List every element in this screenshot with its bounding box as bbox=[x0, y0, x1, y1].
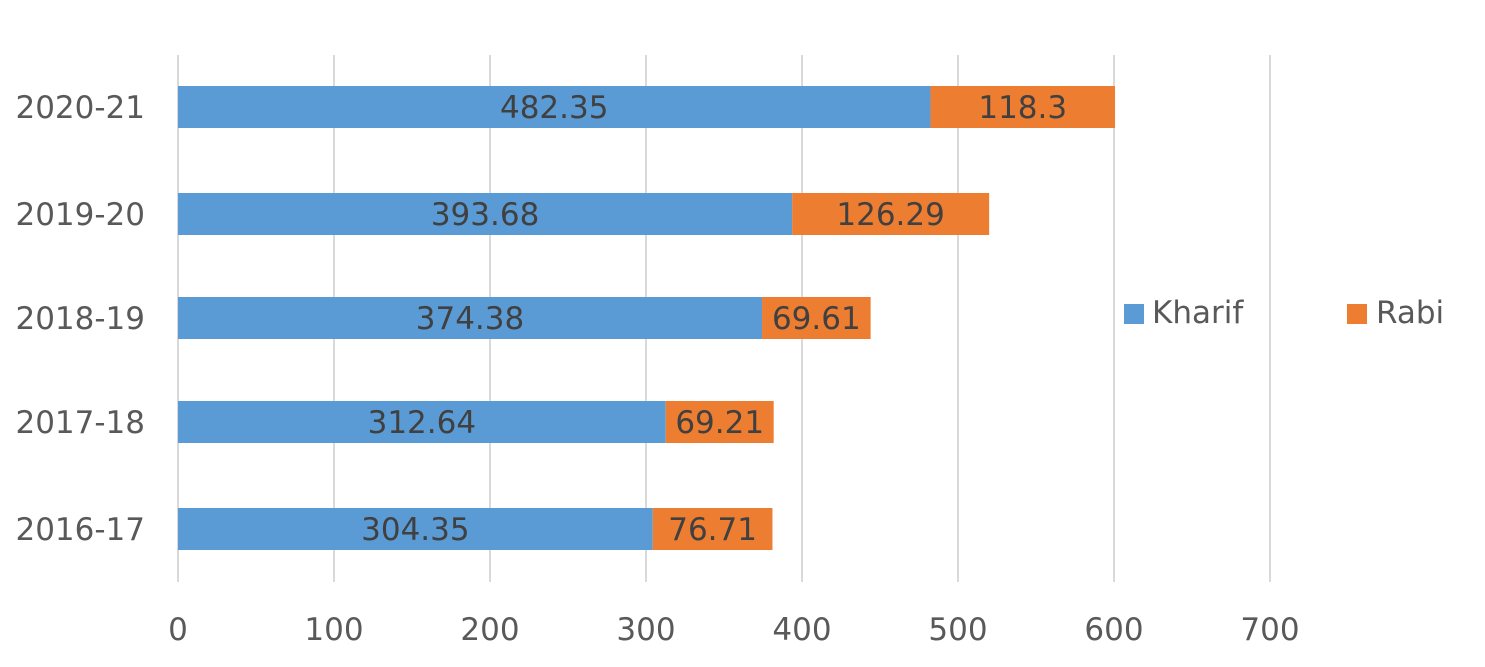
x-tick-label: 500 bbox=[928, 612, 987, 648]
bar-kharif bbox=[178, 297, 763, 339]
data-label: 69.61 bbox=[772, 301, 861, 337]
data-label: 304.35 bbox=[361, 512, 469, 548]
x-tick-label: 600 bbox=[1084, 612, 1143, 648]
legend-swatch-rabi bbox=[1347, 304, 1367, 324]
category-label: 2017-18 bbox=[15, 405, 145, 441]
legend: Kharif Rabi bbox=[1124, 295, 1444, 331]
data-label: 374.38 bbox=[416, 301, 524, 337]
bar-rabi bbox=[652, 508, 773, 550]
x-tick-label: 400 bbox=[772, 612, 831, 648]
data-labels: 304.35 76.71 312.64 69.21 374.38 69.61 393.68 1… bbox=[361, 90, 1067, 548]
category-axis-labels: 2016-17 2017-18 2018-19 2019-20 2020-21 bbox=[15, 90, 145, 548]
x-tick-label: 300 bbox=[616, 612, 675, 648]
data-label: 69.21 bbox=[675, 405, 764, 441]
bar-kharif bbox=[178, 193, 793, 235]
bar-rabi bbox=[665, 401, 774, 443]
value-axis-labels: 0 100 200 300 400 500 600 700 bbox=[168, 612, 1299, 648]
bar-kharif bbox=[178, 86, 931, 128]
bars bbox=[178, 86, 1116, 550]
x-tick-label: 100 bbox=[304, 612, 363, 648]
data-label: 482.35 bbox=[500, 90, 608, 126]
x-tick-label: 700 bbox=[1240, 612, 1299, 648]
data-label: 76.71 bbox=[668, 512, 757, 548]
data-label: 393.68 bbox=[431, 197, 539, 233]
bar-kharif bbox=[178, 401, 666, 443]
data-label: 118.3 bbox=[978, 90, 1067, 126]
category-label: 2020-21 bbox=[15, 90, 145, 126]
legend-label-kharif: Kharif bbox=[1152, 295, 1244, 331]
legend-swatch-kharif bbox=[1124, 304, 1144, 324]
bar-rabi bbox=[762, 297, 871, 339]
x-tick-label: 0 bbox=[168, 612, 188, 648]
x-tick-label: 200 bbox=[460, 612, 519, 648]
bar-rabi bbox=[930, 86, 1116, 128]
data-label: 312.64 bbox=[368, 405, 476, 441]
category-label: 2018-19 bbox=[15, 301, 145, 337]
bar-rabi bbox=[792, 193, 990, 235]
bar-kharif bbox=[178, 508, 653, 550]
category-label: 2016-17 bbox=[15, 512, 145, 548]
category-label: 2019-20 bbox=[15, 197, 145, 233]
legend-label-rabi: Rabi bbox=[1376, 295, 1444, 331]
data-label: 126.29 bbox=[836, 197, 944, 233]
